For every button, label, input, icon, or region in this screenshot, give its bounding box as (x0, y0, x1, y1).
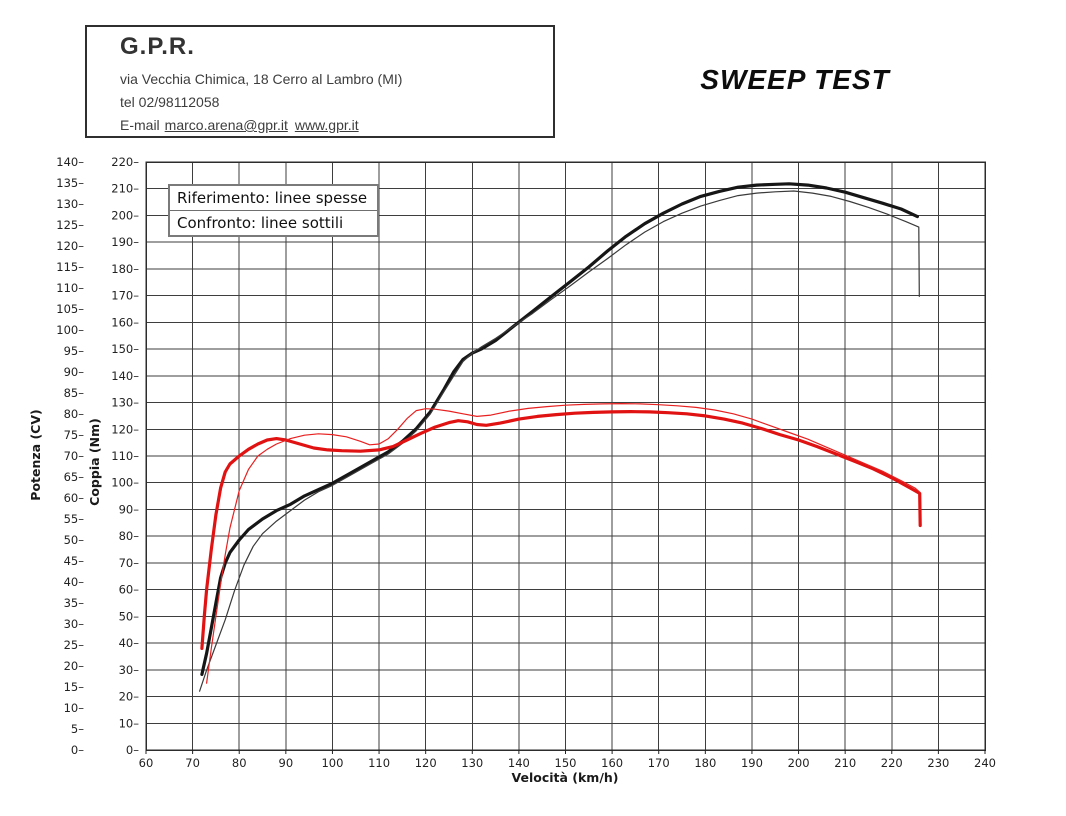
torque-tick-label: 220– (111, 155, 139, 169)
company-address: via Vecchia Chimica, 18 Cerro al Lambro … (120, 71, 403, 87)
power-tick-label: 130– (56, 197, 84, 211)
torque-tick-label: 40– (119, 636, 140, 650)
power-tick-label: 20– (64, 659, 85, 673)
power-tick-label: 55– (64, 512, 85, 526)
torque-tick-label: 190– (111, 235, 139, 249)
x-tick-label: 170 (648, 756, 670, 770)
x-tick-label: 150 (555, 756, 577, 770)
x-tick-label: 220 (881, 756, 903, 770)
power-tick-label: 35– (64, 596, 85, 610)
power-tick-label: 105– (56, 302, 84, 316)
x-tick-label: 100 (321, 756, 343, 770)
power-tick-label: 125– (56, 218, 84, 232)
power-tick-label: 120– (56, 239, 84, 253)
power-tick-label: 5– (71, 722, 84, 736)
curve-coppia-confronto-linea-sottile (206, 403, 921, 684)
company-info-box: G.P.R. via Vecchia Chimica, 18 Cerro al … (85, 25, 555, 138)
x-tick-label: 230 (927, 756, 949, 770)
legend-comparison-label: Confronto: linee sottili (170, 210, 378, 235)
x-tick-label: 240 (974, 756, 996, 770)
power-tick-label: 60– (64, 491, 85, 505)
torque-tick-label: 200– (111, 208, 139, 222)
power-tick-label: 80– (64, 407, 85, 421)
power-tick-label: 70– (64, 449, 85, 463)
power-tick-label: 140– (56, 155, 84, 169)
torque-tick-label: 140– (111, 369, 139, 383)
power-tick-label: 90– (64, 365, 85, 379)
torque-tick-label: 100– (111, 476, 139, 490)
legend-reference-label: Riferimento: linee spesse (170, 186, 378, 210)
curves-layer (199, 182, 922, 692)
grid-layer (145, 161, 986, 751)
torque-tick-label: 170– (111, 289, 139, 303)
power-tick-label: 85– (64, 386, 85, 400)
torque-tick-label: 80– (119, 529, 140, 543)
power-tick-label: 115– (56, 260, 84, 274)
axis-ticks-layer: 60 70 80 90 100 110 120 130 140 150 160 170 180 190 20… (56, 155, 996, 770)
torque-tick-label: 90– (119, 502, 140, 516)
power-tick-label: 50– (64, 533, 85, 547)
torque-tick-label: 20– (119, 690, 140, 704)
power-tick-label: 10– (64, 701, 85, 715)
power-tick-label: 25– (64, 638, 85, 652)
curve-coppia-riferimento-linea-spessa (200, 410, 922, 650)
power-tick-label: 15– (64, 680, 85, 694)
torque-axis-title: Coppia (Nm) (87, 418, 102, 506)
x-tick-label: 200 (788, 756, 810, 770)
torque-tick-label: 110– (111, 449, 139, 463)
torque-tick-label: 50– (119, 609, 140, 623)
torque-tick-label: 210– (111, 182, 139, 196)
sweep-test-chart: 60 70 80 90 100 110 120 130 140 150 160 170 180 190 20… (28, 155, 996, 785)
torque-tick-label: 150– (111, 342, 139, 356)
x-tick-label: 160 (601, 756, 623, 770)
company-phone: tel 02/98112058 (120, 94, 220, 110)
torque-tick-label: 10– (119, 716, 140, 730)
power-tick-label: 135– (56, 176, 84, 190)
company-name: G.P.R. (120, 33, 195, 60)
x-tick-label: 110 (368, 756, 390, 770)
x-tick-label: 130 (461, 756, 483, 770)
company-contact-line: E-mail marco.arena@gpr.it www.gpr.it (120, 117, 359, 133)
x-tick-label: 90 (279, 756, 294, 770)
x-tick-label: 190 (741, 756, 763, 770)
website-link[interactable]: www.gpr.it (294, 117, 359, 133)
x-tick-label: 70 (185, 756, 200, 770)
curve-potenza-riferimento-linea-spessa (200, 182, 920, 677)
power-tick-label: 45– (64, 554, 85, 568)
email-link[interactable]: marco.arena@gpr.it (164, 117, 288, 133)
x-tick-label: 120 (415, 756, 437, 770)
torque-tick-label: 180– (111, 262, 139, 276)
x-axis-title: Velocità (km/h) (511, 770, 618, 785)
email-label: E-mail (120, 117, 160, 133)
torque-tick-label: 70– (119, 556, 140, 570)
power-axis-title: Potenza (CV) (28, 409, 43, 500)
torque-tick-label: 160– (111, 315, 139, 329)
x-tick-label: 60 (139, 756, 154, 770)
torque-tick-label: 120– (111, 422, 139, 436)
x-tick-label: 210 (834, 756, 856, 770)
curve-potenza-confronto-linea-sottile (199, 190, 920, 692)
torque-tick-label: 30– (119, 663, 140, 677)
power-tick-label: 100– (56, 323, 84, 337)
power-tick-label: 0– (71, 743, 84, 757)
power-tick-label: 75– (64, 428, 85, 442)
chart-legend: Riferimento: linee spesse Confronto: lin… (168, 184, 380, 237)
power-tick-label: 110– (56, 281, 84, 295)
power-tick-label: 40– (64, 575, 85, 589)
power-tick-label: 30– (64, 617, 85, 631)
page-title: SWEEP TEST (700, 64, 890, 95)
power-tick-label: 95– (64, 344, 85, 358)
torque-tick-label: 0– (126, 743, 139, 757)
x-tick-label: 140 (508, 756, 530, 770)
power-tick-label: 65– (64, 470, 85, 484)
x-tick-label: 180 (694, 756, 716, 770)
torque-tick-label: 60– (119, 583, 140, 597)
x-tick-label: 80 (232, 756, 247, 770)
torque-tick-label: 130– (111, 396, 139, 410)
